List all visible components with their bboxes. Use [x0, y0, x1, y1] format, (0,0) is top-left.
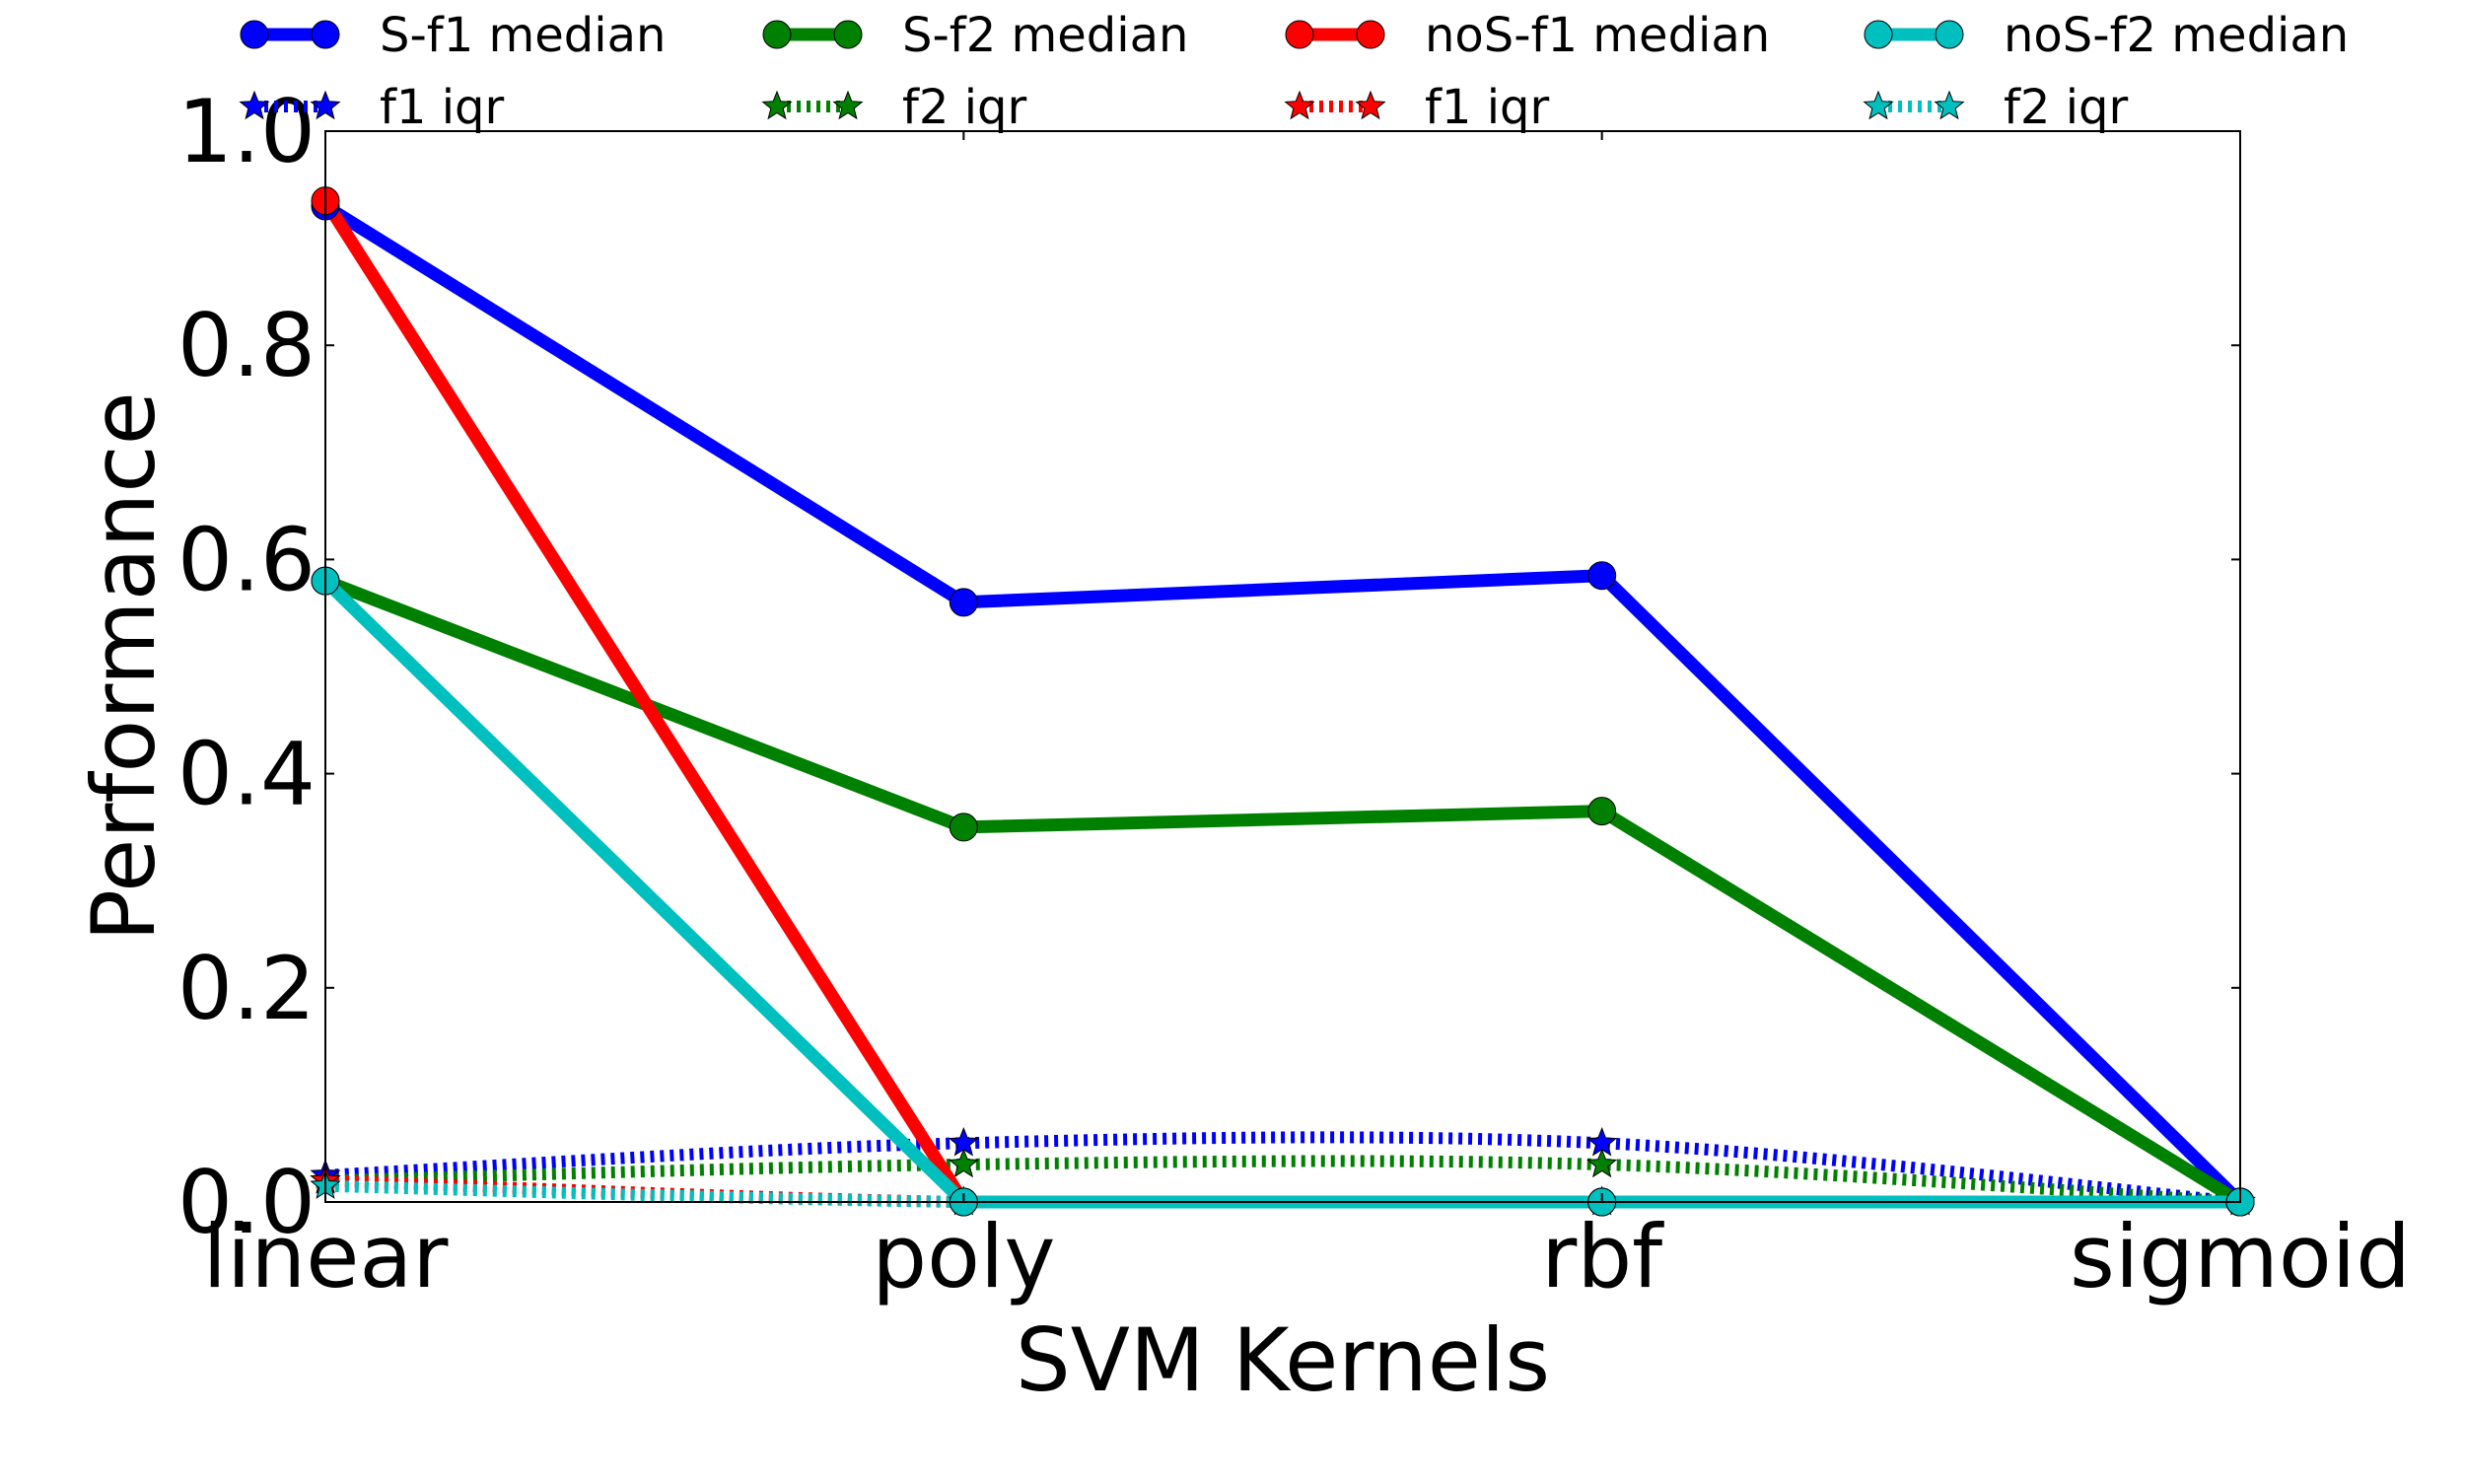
legend-marker-6-a	[1864, 20, 1893, 49]
series-line-0	[321, 200, 2245, 1207]
legend-label-7: f2 iqr	[2004, 80, 2129, 135]
plot-area	[310, 186, 2256, 1217]
legend-marker-7-b	[1934, 90, 1965, 120]
legend-marker-0-b	[311, 20, 340, 49]
series-line-6	[320, 576, 2240, 1209]
y-tick-label-1: 0.2	[177, 938, 316, 1039]
legend-marker-6-b	[1935, 20, 1964, 49]
legend-marker-4-b	[1356, 20, 1385, 49]
legend: S-f1 median f1 iqr S-f2 median f2 iqr noS-f1…	[239, 8, 2349, 135]
legend-label-5: f1 iqr	[1425, 80, 1550, 135]
series-0-point-1	[949, 588, 978, 617]
legend-marker-1-a	[239, 90, 270, 120]
legend-marker-7-a	[1863, 90, 1894, 120]
series-line-4	[319, 197, 2240, 1209]
series-2-point-1	[949, 813, 978, 842]
series-0-point-2	[1587, 561, 1617, 591]
axis-ticks: 0.0 0.2 0.4 0.6 0.8 1.0 linear poly rbf sigmoid	[177, 81, 2411, 1307]
series-3-point-2	[1586, 1148, 1618, 1178]
legend-label-1: f1 iqr	[380, 80, 505, 135]
x-tick-label-3: sigmoid	[2070, 1206, 2411, 1307]
y-axis-title: Performance	[73, 391, 175, 942]
series-2-point-2	[1587, 797, 1617, 826]
legend-marker-3-b	[832, 90, 864, 120]
legend-marker-4-a	[1285, 20, 1314, 49]
legend-label-4: noS-f1 median	[1425, 8, 1770, 63]
x-tick-label-1: poly	[872, 1206, 1055, 1307]
y-tick-label-4: 0.8	[177, 295, 316, 396]
legend-label-6: noS-f2 median	[2004, 8, 2349, 63]
axes-frame	[324, 130, 2241, 1203]
legend-label-3: f2 iqr	[902, 80, 1027, 135]
legend-marker-0-a	[240, 20, 269, 49]
y-tick-label-5: 1.0	[177, 81, 316, 182]
x-tick-label-2: rbf	[1541, 1206, 1664, 1307]
x-tick-label-0: linear	[203, 1206, 450, 1307]
x-axis-title: SVM Kernels	[1016, 1309, 1550, 1411]
y-tick-label-2: 0.4	[177, 724, 316, 825]
legend-marker-3-a	[761, 90, 793, 120]
series-line-3	[324, 1155, 2241, 1208]
legend-label-0: S-f1 median	[380, 8, 666, 63]
y-tick-label-0: 0.0	[177, 1152, 316, 1253]
legend-marker-5-a	[1284, 90, 1315, 120]
series-3-point-1	[948, 1148, 979, 1178]
legend-marker-1-b	[310, 90, 341, 120]
legend-label-2: S-f2 median	[902, 8, 1188, 63]
y-tick-label-3: 0.6	[177, 509, 316, 610]
series-line-1	[324, 1131, 2241, 1208]
legend-marker-5-b	[1355, 90, 1386, 120]
legend-marker-2-a	[762, 20, 792, 49]
series-line-2	[322, 575, 2244, 1208]
legend-marker-2-b	[833, 20, 863, 49]
